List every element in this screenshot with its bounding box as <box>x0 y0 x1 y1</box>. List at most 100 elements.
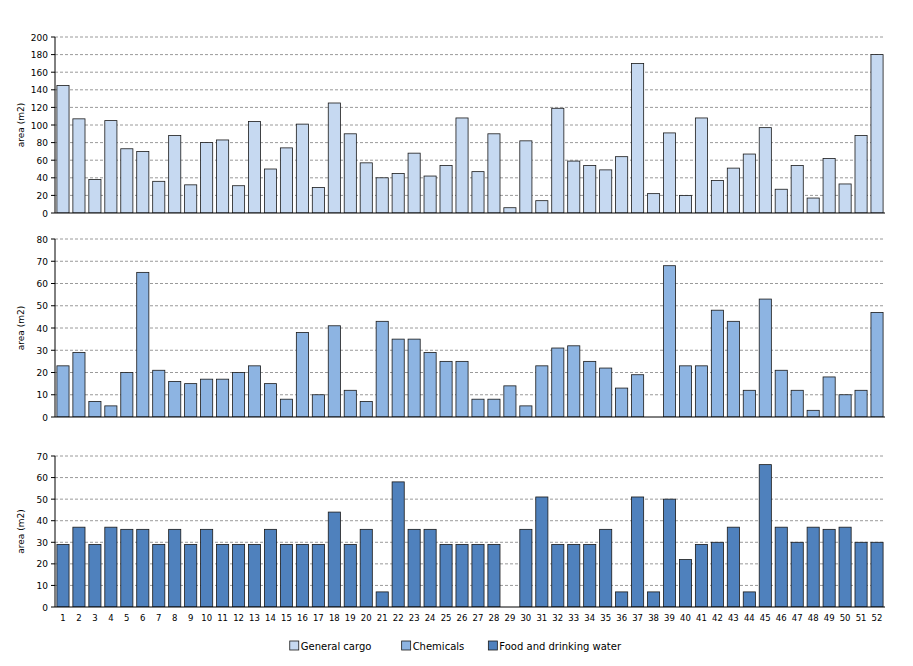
legend: General cargoChemicalsFood and drinking … <box>290 641 622 652</box>
y-tick-label: 160 <box>31 68 48 78</box>
legend-label: General cargo <box>301 641 372 652</box>
x-tick-label: 8 <box>172 613 177 623</box>
bar <box>89 180 101 213</box>
bar <box>169 136 181 213</box>
bar <box>839 395 851 417</box>
bar <box>711 310 723 417</box>
bar <box>839 527 851 607</box>
bar <box>424 352 436 417</box>
y-tick <box>51 563 55 564</box>
x-tick-label: 3 <box>92 613 97 623</box>
y-tick <box>51 394 55 395</box>
y-axis <box>55 456 56 607</box>
bar <box>679 366 691 417</box>
x-tick-label: 21 <box>377 613 388 623</box>
y-tick <box>51 37 55 38</box>
bar <box>248 366 260 417</box>
x-tick-label: 14 <box>265 613 276 623</box>
bar <box>408 529 420 607</box>
bar <box>153 544 165 607</box>
y-axis-label: area (m2) <box>16 306 26 350</box>
x-tick-label: 43 <box>728 613 739 623</box>
bar <box>855 136 867 213</box>
bar <box>759 128 771 213</box>
bar <box>456 118 468 213</box>
x-tick-label: 4 <box>108 613 113 623</box>
bar <box>376 592 388 607</box>
bar <box>871 312 883 417</box>
y-tick-label: 70 <box>37 257 49 267</box>
bar <box>855 390 867 417</box>
y-tick <box>51 107 55 108</box>
y-tick <box>51 372 55 373</box>
y-tick-label: 200 <box>31 33 48 43</box>
x-tick-label: 46 <box>776 613 787 623</box>
bar <box>312 395 324 417</box>
x-tick-label: 35 <box>600 613 611 623</box>
y-tick <box>51 585 55 586</box>
y-tick-label: 60 <box>37 156 49 166</box>
bar <box>472 544 484 607</box>
bar <box>568 544 580 607</box>
x-tick-label: 5 <box>124 613 129 623</box>
bar <box>73 527 85 607</box>
bar <box>727 321 739 417</box>
y-tick <box>51 213 55 214</box>
x-tick-label: 19 <box>345 613 356 623</box>
x-tick-label: 52 <box>872 613 883 623</box>
bar <box>663 266 675 417</box>
bar <box>584 165 596 213</box>
bar <box>440 544 452 607</box>
bar <box>201 529 213 607</box>
bar <box>264 384 276 417</box>
bar <box>105 121 117 213</box>
bar <box>632 63 644 213</box>
bar <box>488 399 500 417</box>
y-tick <box>51 477 55 478</box>
bar <box>504 208 516 213</box>
panel: 020406080100120140160180200area (m2) <box>16 33 885 219</box>
bar <box>232 544 244 607</box>
bar <box>344 544 356 607</box>
bar <box>791 165 803 213</box>
grid-line <box>55 72 885 73</box>
bar <box>424 176 436 213</box>
y-tick-label: 50 <box>37 495 49 505</box>
bar <box>791 542 803 607</box>
bar <box>823 377 835 417</box>
bar <box>584 361 596 417</box>
panel: 010203040506070area (m2)1234567891011121… <box>16 452 885 624</box>
grid-line <box>55 239 885 240</box>
y-tick-label: 30 <box>37 538 49 548</box>
bar <box>121 529 133 607</box>
bar <box>89 401 101 417</box>
y-tick <box>51 456 55 457</box>
x-tick-label: 27 <box>473 613 484 623</box>
bar <box>488 544 500 607</box>
bar <box>73 352 85 417</box>
y-tick-label: 70 <box>37 452 49 462</box>
bar <box>568 346 580 417</box>
bars <box>57 266 883 417</box>
bar <box>663 133 675 213</box>
x-tick-label: 7 <box>156 613 161 623</box>
x-tick-label: 38 <box>648 613 659 623</box>
x-tick-label: 24 <box>425 613 436 623</box>
x-tick-label: 50 <box>840 613 851 623</box>
y-tick <box>51 328 55 329</box>
bar <box>169 529 181 607</box>
x-tick-label: 26 <box>457 613 468 623</box>
bar <box>280 148 292 213</box>
bar <box>616 157 628 213</box>
y-tick-label: 20 <box>37 559 49 569</box>
panel: 01020304050607080area (m2) <box>16 235 885 423</box>
y-tick-label: 40 <box>37 324 49 334</box>
x-axis <box>55 417 885 418</box>
x-tick-label: 30 <box>520 613 531 623</box>
bar <box>647 592 659 607</box>
y-tick <box>51 305 55 306</box>
bars <box>57 55 883 213</box>
bar <box>360 401 372 417</box>
bar <box>408 339 420 417</box>
y-tick-label: 60 <box>37 279 49 289</box>
